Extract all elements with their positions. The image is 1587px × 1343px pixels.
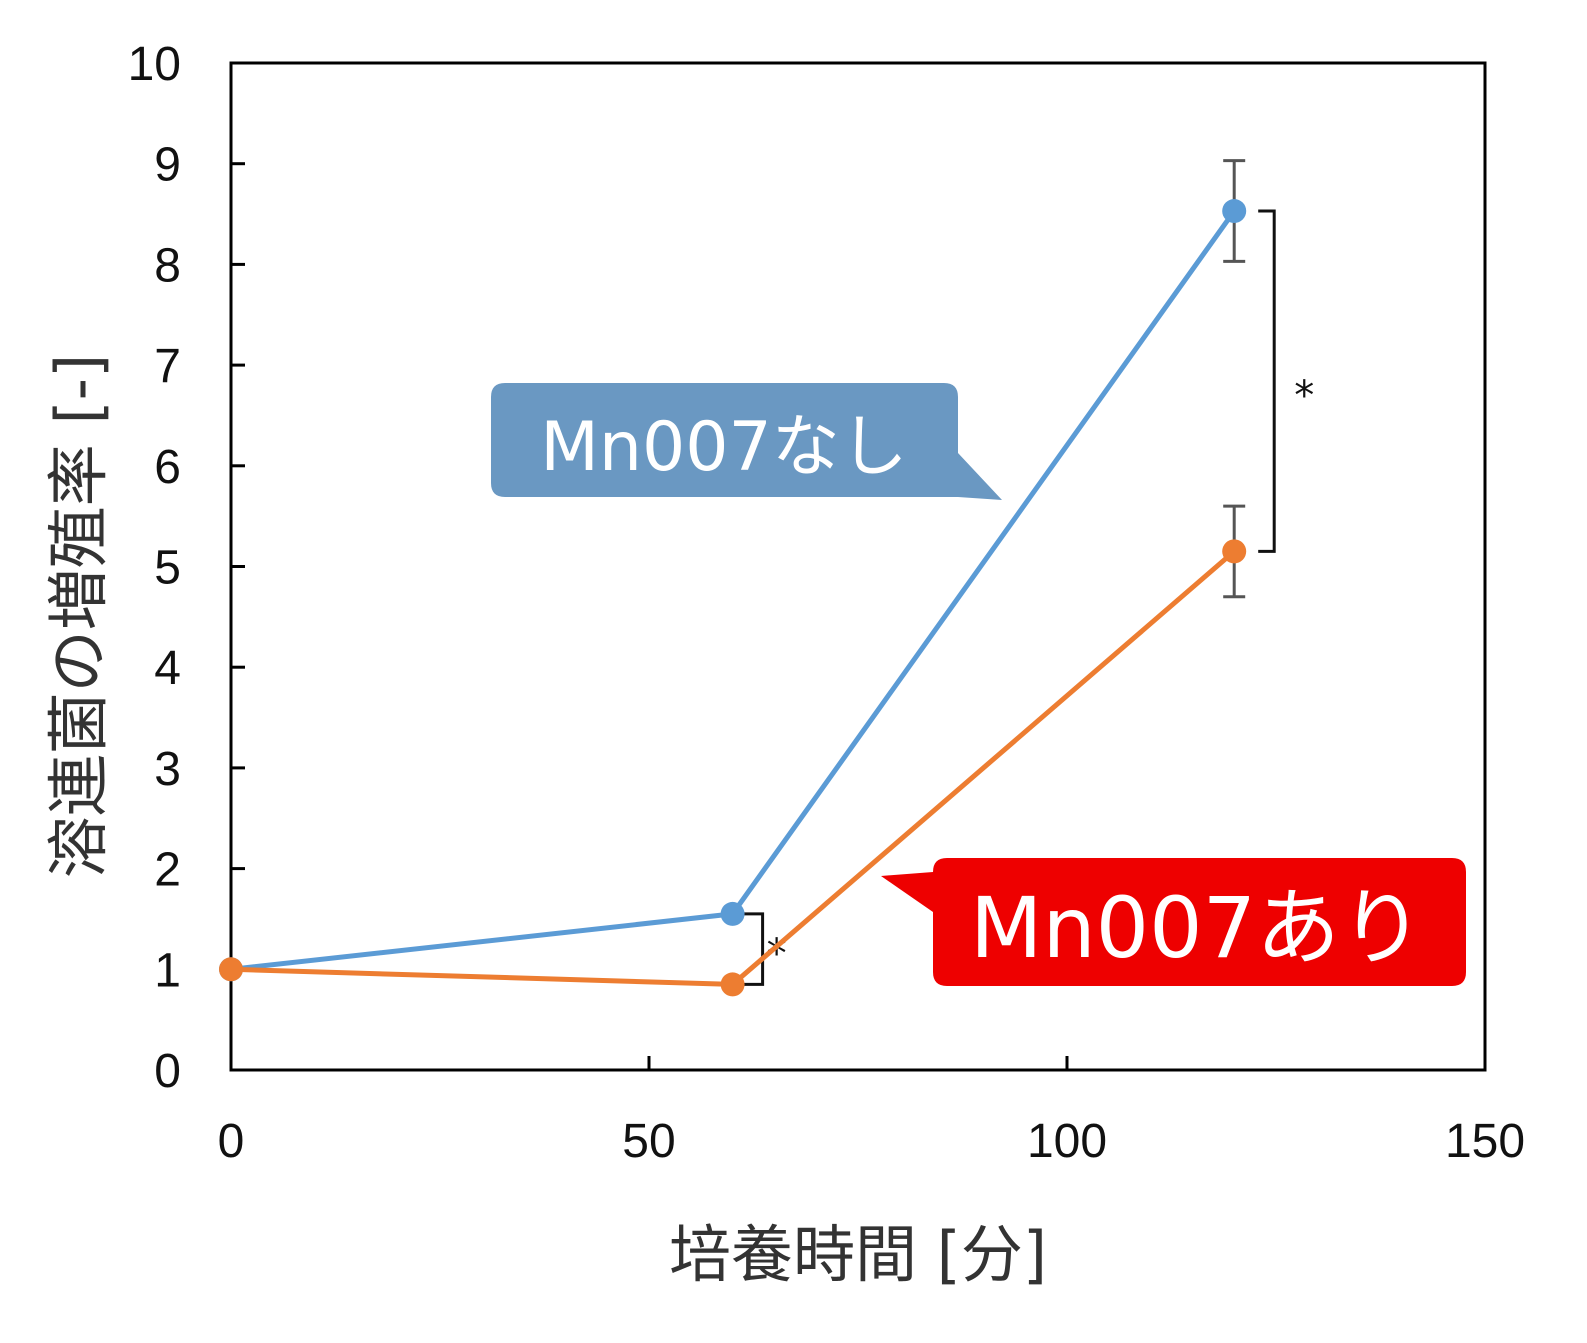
x-tick-label: 100 [1027, 1115, 1107, 1168]
significance-brackets: ** [740, 209, 1314, 986]
y-axis-title: 溶連菌の増殖率 [-] [42, 354, 115, 878]
callout-mn007-ari-bubble [881, 858, 1466, 986]
callout-mn007-nashi-label: Mn007なし [540, 408, 908, 487]
data-point [1222, 199, 1247, 224]
data-point [720, 901, 745, 926]
x-tick-label: 0 [218, 1115, 245, 1168]
data-point [1222, 539, 1247, 564]
significance-bracket [740, 912, 765, 986]
series-layer [219, 159, 1247, 997]
y-tick-label: 3 [154, 743, 181, 796]
y-tick-label: 6 [154, 441, 181, 494]
x-axis: 0 50 100 150 [218, 1056, 1525, 1168]
significance-bracket [1258, 209, 1276, 553]
callout-mn007-nashi: Mn007なし [491, 383, 1002, 500]
callout-mn007-nashi-bubble [491, 383, 1002, 500]
y-tick-label: 7 [154, 340, 181, 393]
y-axis: 0 1 2 3 4 5 6 7 8 9 10 [128, 38, 245, 1098]
y-tick-label: 5 [154, 542, 181, 595]
x-tick-label: 50 [622, 1115, 675, 1168]
x-axis-title: 培養時間 [分] [669, 1218, 1047, 1291]
data-point [720, 972, 745, 997]
y-tick-label: 9 [154, 139, 181, 192]
y-tick-label: 0 [154, 1045, 181, 1098]
y-tick-label: 8 [154, 239, 181, 292]
x-tick-label: 150 [1445, 1115, 1525, 1168]
y-tick-label: 4 [154, 642, 181, 695]
y-tick-label: 1 [154, 944, 181, 997]
y-tick-label: 2 [154, 844, 181, 897]
series-2 [219, 504, 1247, 997]
callout-mn007-ari-label: Mn007あり [970, 879, 1424, 977]
callout-mn007-ari: Mn007あり [881, 858, 1466, 986]
series-line [230, 209, 1237, 972]
significance-marker: * [1294, 373, 1314, 419]
data-point [219, 957, 243, 982]
y-tick-label: 10 [128, 38, 181, 91]
